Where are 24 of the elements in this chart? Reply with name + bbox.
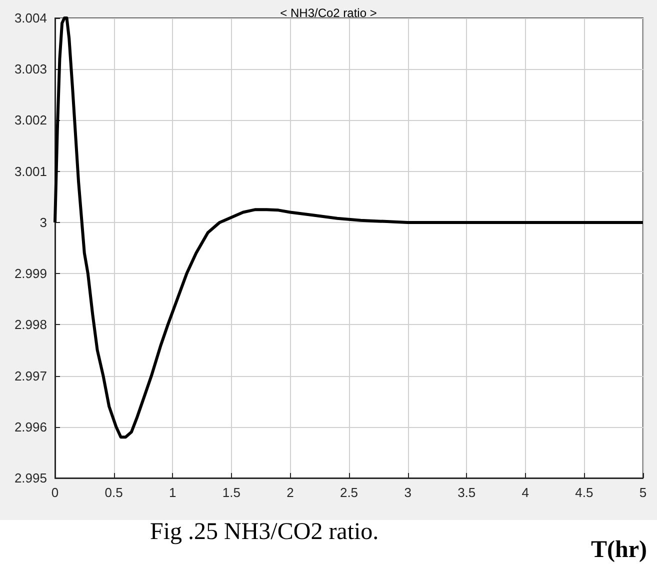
y-tick-label: 2.998 xyxy=(14,317,47,332)
chart-title: < NH3/Co2 ratio > xyxy=(280,6,377,20)
y-tick-label: 3.001 xyxy=(14,164,47,179)
y-tick-label: 3 xyxy=(40,214,47,230)
x-tick-label: 0.5 xyxy=(104,485,123,500)
x-tick-label: 1 xyxy=(168,485,176,500)
y-tick-label: 3.003 xyxy=(14,62,47,77)
x-tick-label: 4.5 xyxy=(575,485,594,500)
x-tick-label: 2 xyxy=(286,485,294,500)
text: Fig .25 NH3/CO2 ratio. xyxy=(150,519,379,545)
x-tick-label: 3.5 xyxy=(458,485,476,500)
x-axis-title: T(hr) xyxy=(591,537,648,563)
x-tick-label: 5 xyxy=(639,485,647,500)
x-tick-label: 0 xyxy=(51,485,59,500)
y-tick-label: 3.004 xyxy=(14,10,47,26)
x-tick-label: 4 xyxy=(522,485,530,500)
y-tick-label: 2.995 xyxy=(14,470,47,486)
y-tick-label: 2.997 xyxy=(14,368,47,384)
y-tick-label: 3.002 xyxy=(14,112,47,128)
y-tick-label: 2.996 xyxy=(14,419,47,434)
x-tick-label: 2.5 xyxy=(340,485,358,500)
x-tick-label: 1.5 xyxy=(222,485,240,500)
y-tick-label: 2.999 xyxy=(14,266,47,282)
x-tick-label: 3 xyxy=(404,485,412,500)
